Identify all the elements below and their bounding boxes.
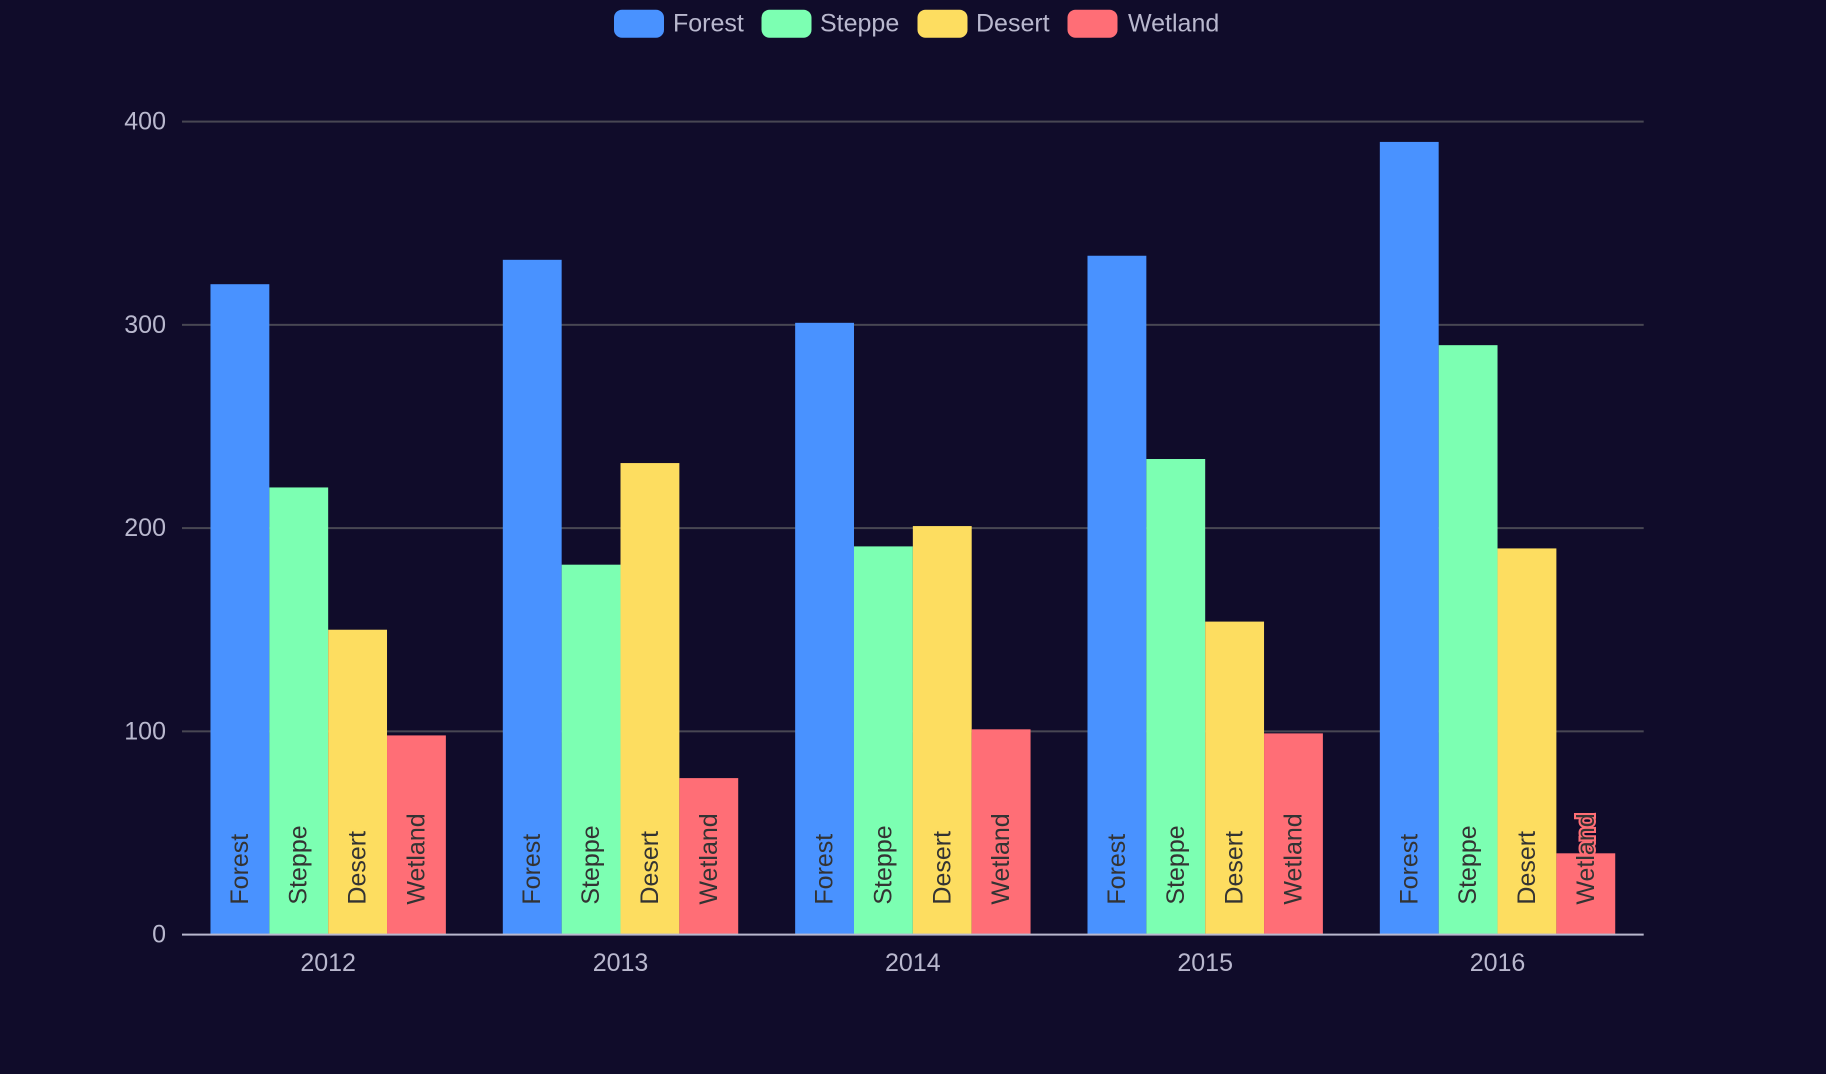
svg-text:300: 300 xyxy=(124,311,166,339)
svg-text:Desert: Desert xyxy=(976,10,1050,38)
svg-text:2014: 2014 xyxy=(885,949,941,977)
svg-text:Wetland: Wetland xyxy=(1572,813,1600,904)
svg-text:Forest: Forest xyxy=(518,834,546,905)
svg-text:Wetland: Wetland xyxy=(1279,813,1307,904)
svg-text:Steppe: Steppe xyxy=(577,825,605,904)
svg-text:Wetland: Wetland xyxy=(987,813,1015,904)
svg-text:Desert: Desert xyxy=(928,831,956,905)
svg-text:Forest: Forest xyxy=(226,834,254,905)
svg-text:Forest: Forest xyxy=(1103,834,1131,905)
svg-text:Steppe: Steppe xyxy=(869,825,897,904)
svg-text:Desert: Desert xyxy=(636,831,664,905)
svg-text:Wetland: Wetland xyxy=(402,813,430,904)
svg-text:Steppe: Steppe xyxy=(1454,825,1482,904)
svg-text:200: 200 xyxy=(124,514,166,542)
svg-text:Steppe: Steppe xyxy=(1162,825,1190,904)
svg-text:Desert: Desert xyxy=(1513,831,1541,905)
svg-text:0: 0 xyxy=(152,921,166,949)
svg-text:Desert: Desert xyxy=(344,831,372,905)
svg-text:Forest: Forest xyxy=(811,834,839,905)
svg-text:Forest: Forest xyxy=(673,10,744,38)
svg-text:2015: 2015 xyxy=(1177,949,1233,977)
svg-text:Steppe: Steppe xyxy=(285,825,313,904)
svg-text:400: 400 xyxy=(124,108,166,136)
svg-text:2013: 2013 xyxy=(593,949,649,977)
svg-text:Wetland: Wetland xyxy=(1128,10,1219,38)
svg-text:2016: 2016 xyxy=(1470,949,1526,977)
svg-text:100: 100 xyxy=(124,717,166,745)
svg-text:Desert: Desert xyxy=(1221,831,1249,905)
svg-text:2012: 2012 xyxy=(300,949,356,977)
svg-text:Steppe: Steppe xyxy=(820,10,899,38)
svg-text:Forest: Forest xyxy=(1395,834,1423,905)
svg-text:Wetland: Wetland xyxy=(695,813,723,904)
